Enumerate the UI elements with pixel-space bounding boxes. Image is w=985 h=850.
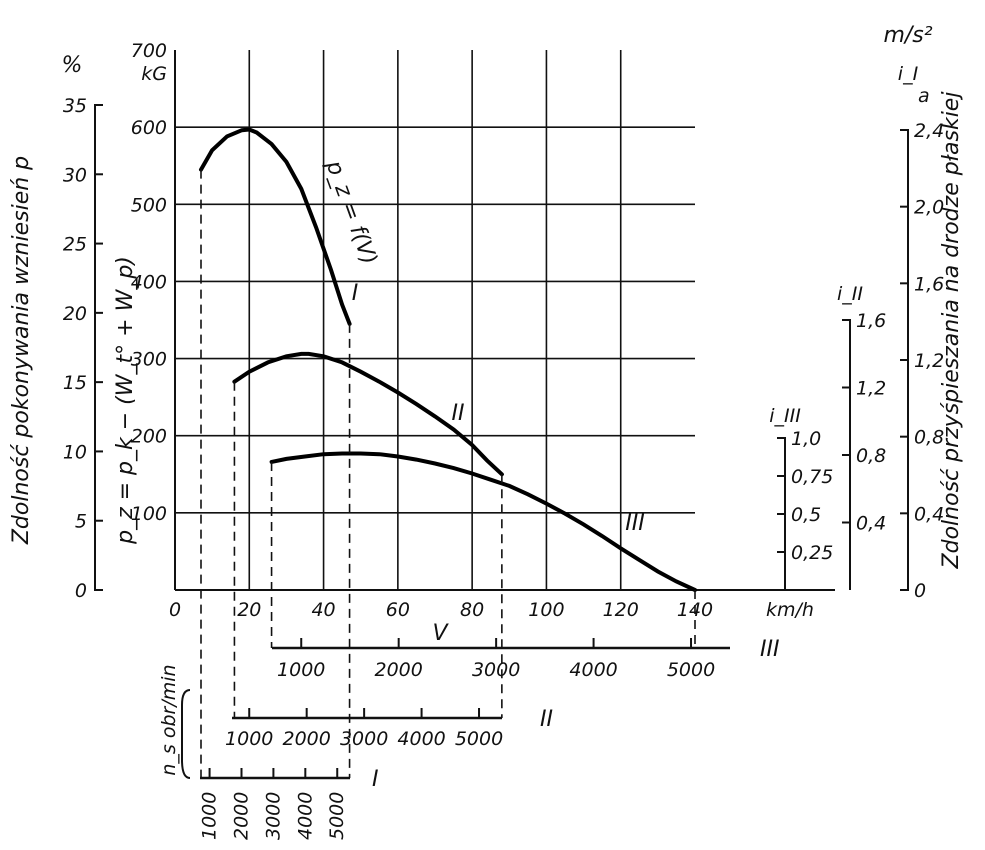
left-tick-label: 30 [63,164,87,186]
x-tick-label: 80 [460,599,484,621]
right-tick-label: 1,6 [856,310,886,332]
right-tick-label: 0 [914,580,926,602]
right-axis-label: i_I [898,63,919,85]
rpm-tick-label: 3000 [472,659,520,681]
y-tick-label: 100 [131,503,167,525]
y-tick-label: 500 [131,194,167,216]
right-tick-label: 0,4 [856,513,886,535]
rpm-tick-label: 1000 [277,659,325,681]
rpm-axis-name: III [760,637,779,662]
right-tick-label: 2,4 [914,120,944,142]
left-tick-label: 15 [63,372,87,394]
rpm-brace [181,689,191,779]
series-II-line [232,351,504,477]
series-label: II [452,401,465,426]
y-tick-label: 200 [131,426,167,448]
x-tick-label: 40 [311,599,335,621]
right-tick-label: 0,75 [791,466,833,488]
series-I-line [199,127,352,326]
right-tick-label: 0,5 [791,504,821,526]
y-tick-label: 400 [131,271,167,293]
rpm-axis-label: n_s obr/min [158,664,180,775]
left-tick-label: 5 [75,511,87,533]
left-tick-label: 20 [63,303,87,325]
rpm-tick-label: 4000 [294,792,316,840]
right-tick-label: 0,8 [856,445,886,467]
left-tick-label: 10 [63,441,87,463]
x-tick-label: 120 [603,599,639,621]
series-label: I [352,281,359,306]
curve-formula-label: p_z = f(V) [320,156,381,268]
left-axis-label: Zdolność pokonywania wzniesień p [9,156,34,545]
right-tick-label: 0,25 [791,542,833,564]
right-axis-label: i_II [837,283,863,305]
rpm-tick-label: 4000 [397,728,445,750]
rpm-tick-label: 5000 [455,728,503,750]
left-tick-label: 25 [63,234,87,256]
right-tick-label: 1,6 [914,273,944,295]
rpm-tick-label: 5000 [667,659,715,681]
right-axis-title: Zdolność przyśpieszania na drodze płaski… [939,91,964,570]
grid [175,50,695,590]
rpm-tick-label: 3000 [262,792,284,840]
right-tick-label: 2,0 [914,197,944,219]
series-III-line [269,451,697,592]
x-unit-label: km/h [766,599,814,621]
right-axis-label: i_III [769,405,801,427]
rpm-tick-label: 2000 [230,792,252,840]
left-unit-label: % [62,53,83,78]
y-unit-label: kG [141,63,167,85]
x-tick-label: 20 [237,599,261,621]
rpm-tick-label: 2000 [375,659,423,681]
right-tick-label: 0,4 [914,503,944,525]
series-label: III [625,511,644,536]
right-tick-label: 0,8 [914,427,944,449]
right-tick-label: 1,0 [791,428,821,450]
right-tick-label: 1,2 [856,378,886,400]
rpm-tick-label: 5000 [326,792,348,840]
x-tick-label: 100 [528,599,564,621]
y-tick-label: 300 [131,349,167,371]
y-axis-label-main: p_z = p_k − (W_t° + W_p) [113,256,138,545]
x-tick-label: 60 [386,599,410,621]
right-unit-label: m/s² [883,23,932,48]
y-tick-label: 700 [131,40,167,62]
rpm-tick-label: 1000 [225,728,273,750]
right-tick-label: 1,2 [914,350,944,372]
x-axis-label: V [432,621,449,646]
left-tick-label: 0 [75,580,87,602]
rpm-tick-label: 2000 [283,728,331,750]
rpm-tick-label: 4000 [569,659,617,681]
rpm-axis-name: II [540,707,553,732]
rpm-tick-label: 1000 [199,792,221,840]
x-tick-label: 0 [169,599,181,621]
right-sub-label: a [918,85,930,107]
rpm-tick-label: 3000 [340,728,388,750]
left-tick-label: 35 [63,95,87,117]
y-tick-label: 600 [131,117,167,139]
rpm-axis-name: I [372,767,379,792]
